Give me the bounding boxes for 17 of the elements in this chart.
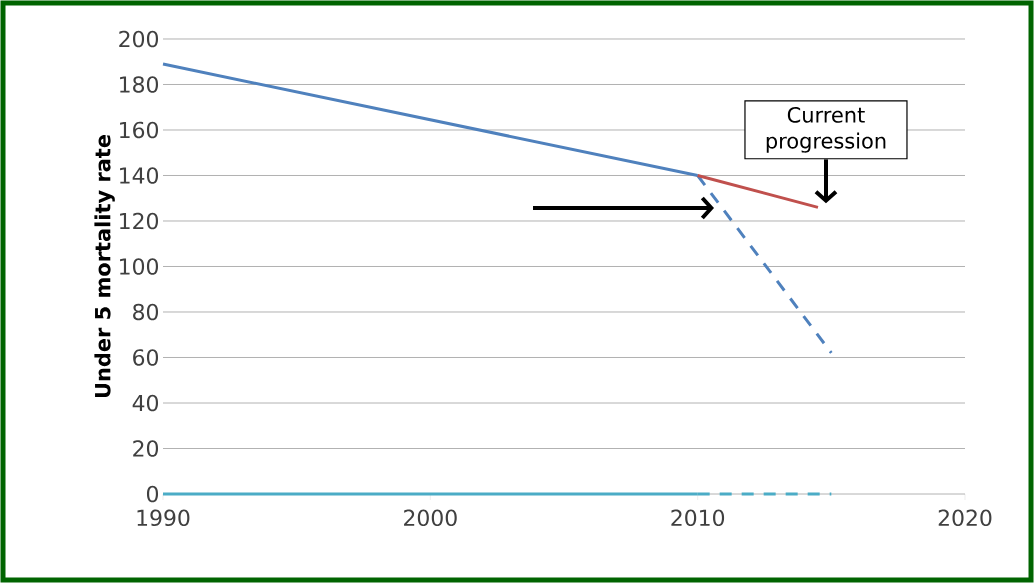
y-tick-label: 20 xyxy=(133,440,159,457)
y-tick-label: 140 xyxy=(120,167,159,184)
y-tick-label: 100 xyxy=(120,258,159,275)
y-axis-title: Under 5 mortality rate xyxy=(94,135,115,398)
x-tick-label: 2020 xyxy=(938,509,992,527)
y-tick-label: 160 xyxy=(120,121,159,139)
annotation: Current progression xyxy=(766,106,886,153)
x-tick-label: 2010 xyxy=(671,509,725,527)
y-tick-label: 40 xyxy=(132,394,159,412)
y-tick-label: 0 xyxy=(146,485,159,503)
y-tick-label: 200 xyxy=(119,30,159,48)
x-tick-label: 2000 xyxy=(404,509,457,527)
y-tick-label: 60 xyxy=(133,349,159,366)
y-tick-label: 180 xyxy=(120,76,159,93)
y-tick-label: 80 xyxy=(133,303,159,321)
x-tick-label: 1990 xyxy=(137,509,190,527)
y-tick-label: 120 xyxy=(120,212,159,230)
